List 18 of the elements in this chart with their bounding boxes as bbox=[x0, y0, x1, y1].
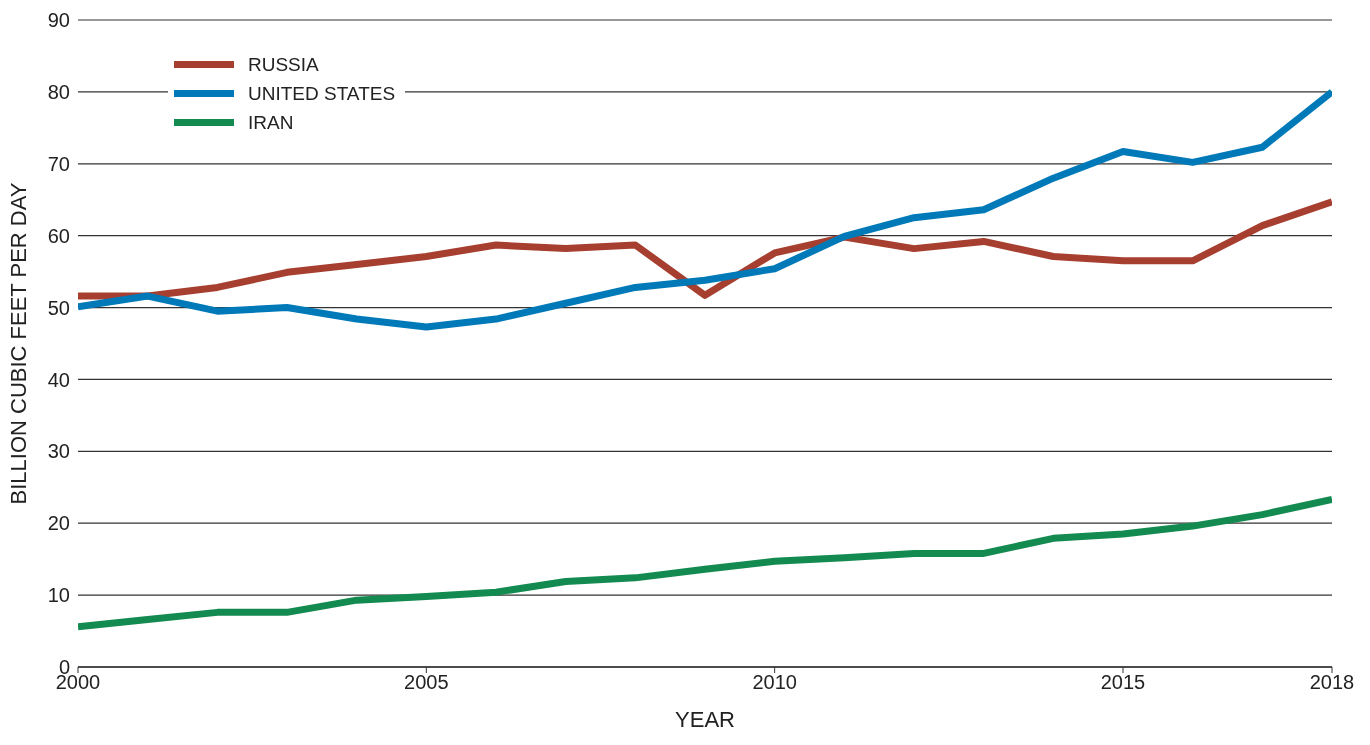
x-tick-label: 2018 bbox=[1309, 671, 1355, 694]
legend-label: UNITED STATES bbox=[248, 82, 396, 105]
y-tick-label: 40 bbox=[47, 368, 70, 391]
y-tick-label: 30 bbox=[47, 440, 70, 463]
y-axis-title: BILLION CUBIC FEET PER DAY bbox=[5, 182, 31, 505]
y-tick-label: 20 bbox=[47, 512, 70, 535]
y-tick-label: 50 bbox=[47, 296, 70, 319]
x-tick-label: 2015 bbox=[1100, 671, 1146, 694]
y-tick-label: 80 bbox=[47, 80, 70, 103]
x-axis-title: YEAR bbox=[675, 707, 735, 732]
legend-label: RUSSIA bbox=[248, 53, 319, 76]
y-tick-label: 90 bbox=[47, 9, 70, 32]
y-tick-label: 10 bbox=[47, 584, 70, 607]
y-tick-label: 70 bbox=[47, 152, 70, 175]
x-tick-label: 2010 bbox=[752, 671, 797, 694]
y-tick-label: 60 bbox=[47, 224, 70, 247]
legend-label: IRAN bbox=[248, 111, 294, 134]
x-tick-label: 2005 bbox=[404, 671, 449, 694]
